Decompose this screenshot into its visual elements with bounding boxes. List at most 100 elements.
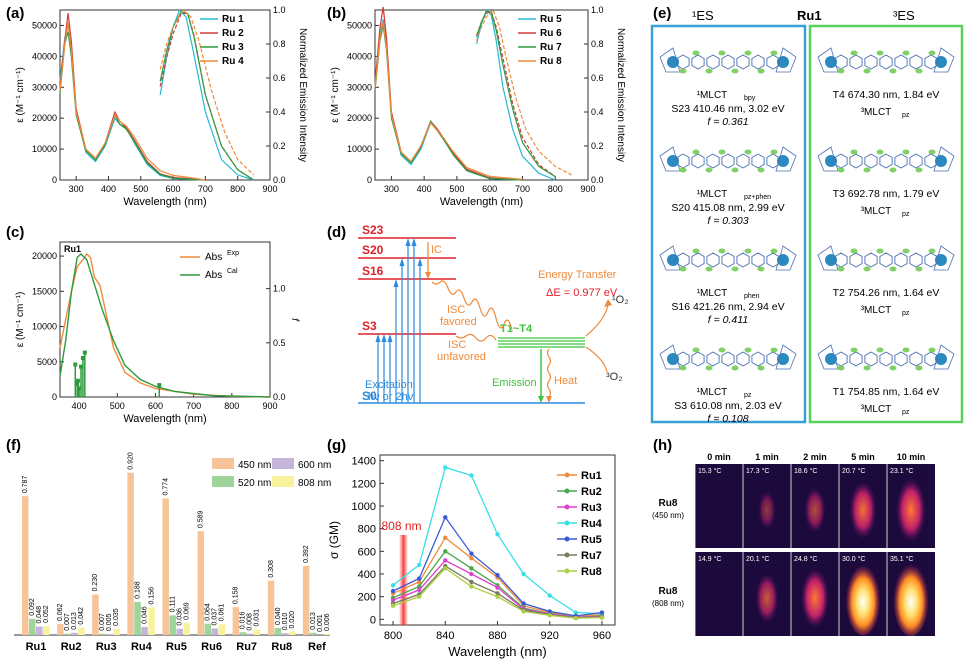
oscillator-marker (75, 381, 80, 386)
y-tick-label: 200 (358, 592, 376, 604)
ligand-ring (775, 146, 797, 172)
bar (127, 472, 134, 635)
molecule-ring (894, 54, 908, 70)
orbital-lobe (915, 266, 923, 272)
category-label: Ru5 (166, 641, 187, 653)
ligand-ring (933, 245, 955, 271)
x-axis-label: Wavelength (nm) (448, 644, 547, 659)
orbital-lobe (889, 266, 897, 272)
series-point (495, 585, 500, 590)
orbital-lobe (928, 347, 936, 353)
x-tick-label: 900 (580, 184, 595, 194)
y-right-axis-label: f (289, 318, 300, 322)
molecule-orbital-images (659, 47, 955, 371)
molecule-ring (864, 351, 878, 367)
bar-value-label: 0.001 (317, 614, 324, 632)
ligand-ring (659, 245, 681, 271)
sample-sub-label: (450 nm) (652, 511, 684, 520)
legend-label: Ru 3 (222, 42, 244, 53)
oscillator-marker (73, 362, 78, 367)
molecule-ring (691, 252, 705, 268)
thermal-hotspot (893, 560, 929, 637)
molecule-ring (751, 351, 765, 367)
bar (183, 622, 190, 635)
orbital-lobe (705, 167, 713, 173)
excitation-arrows (375, 238, 423, 403)
bar-value-label: 0.188 (134, 581, 141, 599)
laser-808-label: 808 nm (381, 519, 421, 533)
isc-unfavored-label-1: ISC (448, 339, 466, 351)
category-label: Ru4 (131, 641, 153, 653)
time-label: 0 min (707, 452, 731, 462)
bar (57, 624, 64, 635)
y-right-axis-label: Normalized Emission Intensity (297, 28, 308, 162)
molecule-ring (849, 351, 863, 367)
absorption-line (374, 6, 523, 181)
y-right-tick-label: 0.4 (591, 107, 604, 117)
excitation-arrowhead (399, 258, 405, 266)
triplet-state-line: T4 674.30 nm, 1.84 eV (833, 89, 940, 101)
sample-label: Ru8 (659, 498, 678, 509)
legend-marker (564, 504, 570, 510)
plot-frame (379, 454, 616, 626)
ligand-ring (817, 146, 839, 172)
molecule-ring (849, 153, 863, 169)
bar-value-label: 0.156 (148, 587, 155, 605)
energy-transfer-label: Energy Transfer (538, 269, 617, 281)
bar-value-label: 0.589 (198, 510, 205, 528)
bar (197, 531, 205, 635)
orbital-lobe (889, 68, 897, 74)
singlet-box (650, 24, 807, 424)
bar-value-label: 0.010 (282, 613, 289, 631)
x-tick-label: 400 (417, 184, 432, 194)
y-tick-label: 40000 (347, 51, 372, 61)
ligand-ring (775, 47, 797, 73)
molecule-ring (879, 153, 893, 169)
absorption-line (59, 25, 206, 181)
y-right-tick-label: 0.8 (273, 39, 286, 49)
time-label: 1 min (755, 452, 779, 462)
bar-value-label: 0.006 (324, 613, 331, 631)
legend-marker (564, 568, 570, 574)
chart-c-ru1-absorption: 400 500 600 700 800 900 0 5000 10000 15000 20000 0.… (15, 241, 300, 425)
bar-value-label: 0.016 (240, 612, 247, 630)
orbital-lobe (757, 365, 765, 371)
absorption-line (374, 22, 523, 180)
category-label: Ru1 (26, 641, 47, 653)
y-tick-label: 50000 (32, 20, 57, 30)
legend-label: 808 nm (298, 478, 331, 489)
x-tick-label: 500 (110, 401, 125, 411)
orbital-lobe (915, 68, 923, 74)
excitation-arrowhead (387, 334, 393, 342)
series-point (547, 593, 552, 598)
y-tick-label: 1200 (352, 478, 376, 490)
legend-label-sup: Cal (227, 268, 238, 275)
bar-value-label: 0.036 (176, 608, 183, 626)
bar-value-label: 0.040 (275, 607, 282, 625)
bar (288, 631, 296, 635)
molecule-ring (751, 153, 765, 169)
bar-value-label: 0.069 (183, 602, 190, 620)
legend-marker (564, 552, 570, 558)
molecule-ring (849, 54, 863, 70)
series-point (495, 532, 500, 537)
y-right-tick-label: 0.2 (273, 141, 286, 151)
thermal-imaging-panel: 0 min 1 min 2 min 5 min 10 min Ru8 (450 nm) 15.… (652, 452, 935, 637)
y-right-axis-label: Normalized Emission Intensity (615, 28, 626, 162)
thermal-hotspot (849, 481, 877, 540)
bar-value-label: 0.048 (36, 606, 43, 624)
orbital-lobe (915, 365, 923, 371)
temperature-label: 18.6 °C (794, 467, 817, 475)
bar (162, 498, 169, 635)
bar (267, 580, 275, 635)
bar-value-label: 0.042 (78, 607, 85, 625)
orbital-lobe (718, 347, 726, 353)
y-right-tick-label: 0.6 (591, 73, 604, 83)
triplet-orbital-label: ³MLCT (861, 206, 892, 217)
orbital-lobe (876, 149, 884, 155)
temperature-label: 20.1 °C (746, 555, 769, 563)
singlet-state-line: S3 610.08 nm, 2.03 eV (674, 400, 781, 412)
molecule-ring (691, 54, 705, 70)
bar (239, 632, 247, 635)
temperature-label: 15.3 °C (698, 467, 721, 475)
